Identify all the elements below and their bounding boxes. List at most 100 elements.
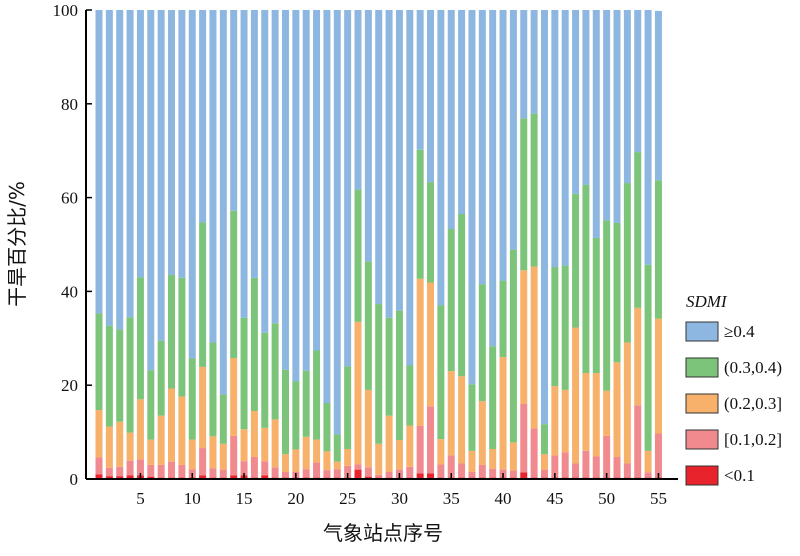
bar-segment-station-40-series-4: [499, 10, 507, 281]
bar-segment-station-18-series-2: [271, 419, 279, 468]
bar-segment-station-5-series-4: [136, 10, 144, 278]
legend-label-3: [0.1,0.2]: [724, 430, 782, 449]
bar-segment-station-55-series-4: [654, 10, 662, 181]
bar-segment-station-4-series-2: [126, 432, 134, 461]
bar-segment-station-16-series-2: [250, 411, 258, 457]
bar-segment-station-2-series-3: [105, 325, 113, 427]
bar-segment-station-41-series-1: [509, 470, 517, 478]
bar-segment-station-23-series-1: [323, 470, 331, 478]
bar-segment-station-22-series-1: [313, 462, 321, 478]
bar-segment-station-55-series-2: [654, 318, 662, 434]
bar-segment-station-24-series-1: [333, 469, 341, 478]
bar-segment-station-21-series-1: [302, 469, 310, 478]
bar-segment-station-4-series-4: [126, 10, 134, 318]
bar-segment-station-40-series-2: [499, 357, 507, 470]
bar-segment-station-8-series-2: [168, 388, 176, 462]
bar-segment-station-14-series-3: [230, 210, 238, 358]
bar-segment-station-22-series-3: [313, 350, 321, 440]
bar-segment-station-35-series-3: [447, 229, 455, 372]
x-tick-label-25: 25: [339, 489, 356, 508]
bar-segment-station-39-series-2: [489, 448, 497, 469]
bar-segment-station-7-series-4: [157, 10, 165, 341]
bar-segment-station-46-series-1: [561, 452, 569, 478]
legend-swatch-3: [685, 429, 719, 450]
bar-segment-station-45-series-4: [551, 10, 559, 268]
bar-segment-station-34-series-3: [437, 305, 445, 440]
bar-segment-station-44-series-3: [540, 424, 548, 455]
bar-segment-station-3-series-4: [116, 10, 124, 330]
bar-segment-station-21-series-3: [302, 370, 310, 437]
y-tick-label-40: 40: [61, 282, 78, 301]
bar-segment-station-32-series-4: [416, 10, 424, 150]
bar-segment-station-13-series-1: [219, 469, 227, 478]
x-tick-label-30: 30: [391, 489, 408, 508]
bar-segment-station-29-series-3: [385, 317, 393, 416]
bar-segment-station-47-series-2: [572, 327, 580, 464]
bar-segment-station-14-series-0: [230, 475, 238, 479]
x-ticks: 5 10 15 20 25 30 35 40 45 50 55: [136, 473, 667, 508]
bar-segment-station-29-series-2: [385, 415, 393, 472]
legend-label-2: (0.2,0.3]: [724, 394, 782, 413]
bar-segment-station-1-series-0: [95, 474, 103, 479]
bar-segment-station-2-series-4: [105, 10, 113, 326]
bar-segment-station-7-series-1: [157, 464, 165, 478]
bar-segment-station-30-series-2: [395, 440, 403, 470]
bar-segment-station-25-series-1: [344, 465, 352, 478]
bar-segment-station-20-series-3: [292, 381, 300, 450]
bar-segment-station-1-series-4: [95, 10, 103, 314]
bar-segment-station-55-series-1: [654, 433, 662, 478]
bar-segment-station-47-series-4: [572, 10, 580, 194]
bar-segment-station-54-series-2: [644, 450, 652, 473]
bar-segment-station-23-series-3: [323, 403, 331, 452]
bar-segment-station-33-series-3: [427, 182, 435, 283]
bars-group: [95, 10, 662, 479]
bar-segment-station-6-series-2: [147, 439, 155, 465]
bar-segment-station-25-series-3: [344, 366, 352, 449]
bar-segment-station-35-series-2: [447, 371, 455, 456]
bar-segment-station-13-series-3: [219, 394, 227, 444]
x-tick-label-45: 45: [546, 489, 563, 508]
bar-segment-station-21-series-4: [302, 10, 310, 371]
bar-segment-station-17-series-4: [261, 10, 269, 333]
bar-segment-station-39-series-3: [489, 346, 497, 449]
bar-segment-station-25-series-4: [344, 10, 352, 367]
bar-segment-station-21-series-2: [302, 436, 310, 470]
bar-segment-station-53-series-1: [634, 405, 642, 478]
bar-segment-station-34-series-2: [437, 439, 445, 465]
x-tick-label-50: 50: [598, 489, 615, 508]
bar-segment-station-36-series-3: [458, 214, 466, 377]
bar-segment-station-37-series-4: [468, 10, 476, 385]
bar-segment-station-51-series-3: [613, 222, 621, 363]
bar-segment-station-33-series-1: [427, 406, 435, 474]
bar-segment-station-18-series-1: [271, 467, 279, 478]
bar-segment-station-11-series-0: [199, 475, 207, 479]
bar-segment-station-6-series-0: [147, 476, 155, 479]
legend-label-1: (0.3,0.4): [724, 358, 782, 377]
y-tick-label-20: 20: [61, 376, 78, 395]
bar-segment-station-26-series-2: [354, 321, 362, 465]
y-tick-label-60: 60: [61, 189, 78, 208]
bar-segment-station-20-series-2: [292, 449, 300, 472]
bar-segment-station-24-series-4: [333, 10, 341, 435]
bar-segment-station-1-series-3: [95, 313, 103, 411]
bar-segment-station-36-series-4: [458, 10, 466, 215]
bar-segment-station-6-series-3: [147, 370, 155, 440]
bar-segment-station-53-series-2: [634, 307, 642, 406]
bar-segment-station-13-series-2: [219, 443, 227, 470]
bar-segment-station-24-series-3: [333, 434, 341, 462]
bar-segment-station-51-series-2: [613, 362, 621, 457]
bar-segment-station-51-series-1: [613, 456, 621, 478]
bar-segment-station-41-series-4: [509, 10, 517, 250]
bar-segment-station-9-series-3: [178, 277, 186, 397]
bar-segment-station-25-series-2: [344, 448, 352, 466]
bar-segment-station-15-series-2: [240, 429, 248, 462]
bar-segment-station-37-series-3: [468, 384, 476, 451]
legend: SDMI ≥0.4 (0.3,0.4) (0.2,0.3] [0.1,0.2] <0.1: [685, 292, 782, 486]
bar-segment-station-16-series-4: [250, 10, 258, 278]
bar-segment-station-23-series-4: [323, 10, 331, 404]
bar-segment-station-44-series-2: [540, 454, 548, 470]
bar-segment-station-50-series-3: [603, 220, 611, 391]
bar-segment-station-17-series-3: [261, 332, 269, 428]
legend-swatch-2: [685, 393, 719, 414]
bar-segment-station-46-series-3: [561, 265, 569, 390]
